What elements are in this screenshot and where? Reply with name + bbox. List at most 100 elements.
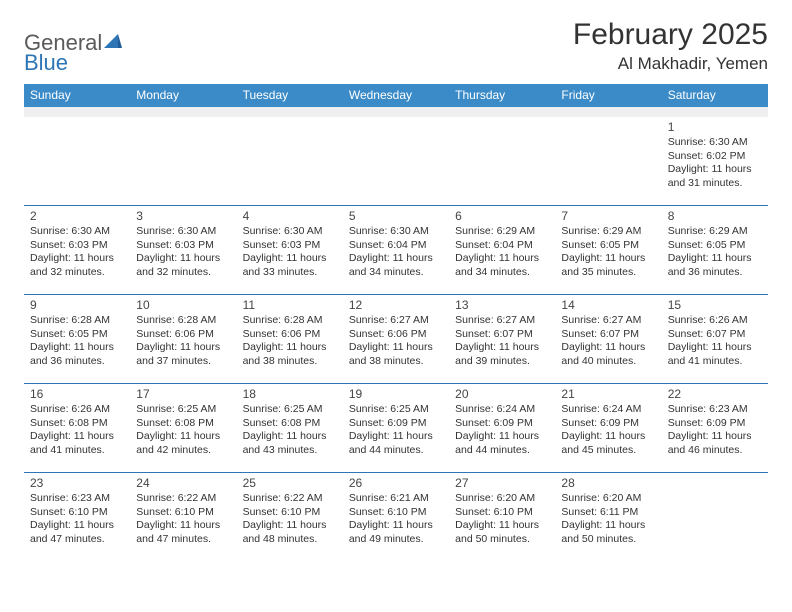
day-cell: 20Sunrise: 6:24 AMSunset: 6:09 PMDayligh… (449, 384, 555, 472)
daylight-line: Daylight: 11 hours (243, 341, 337, 354)
sunset-line: Sunset: 6:09 PM (668, 417, 762, 430)
day-cell: 23Sunrise: 6:23 AMSunset: 6:10 PMDayligh… (24, 473, 130, 561)
calendar-week: 23Sunrise: 6:23 AMSunset: 6:10 PMDayligh… (24, 472, 768, 561)
daylight-line: Daylight: 11 hours (349, 341, 443, 354)
daylight-line: Daylight: 11 hours (30, 341, 124, 354)
daylight-line: Daylight: 11 hours (561, 519, 655, 532)
sunset-line: Sunset: 6:08 PM (243, 417, 337, 430)
daylight-line: and 39 minutes. (455, 355, 549, 368)
day-cell: 24Sunrise: 6:22 AMSunset: 6:10 PMDayligh… (130, 473, 236, 561)
daylight-line: and 35 minutes. (561, 266, 655, 279)
day-cell: 14Sunrise: 6:27 AMSunset: 6:07 PMDayligh… (555, 295, 661, 383)
day-number: 22 (668, 387, 762, 402)
sunrise-line: Sunrise: 6:30 AM (243, 225, 337, 238)
day-header-thu: Thursday (449, 84, 555, 107)
sunrise-line: Sunrise: 6:28 AM (243, 314, 337, 327)
sunset-line: Sunset: 6:09 PM (455, 417, 549, 430)
calendar-week: 1Sunrise: 6:30 AMSunset: 6:02 PMDaylight… (24, 117, 768, 205)
sunset-line: Sunset: 6:09 PM (561, 417, 655, 430)
day-number: 19 (349, 387, 443, 402)
empty-cell (24, 117, 130, 205)
day-number: 7 (561, 209, 655, 224)
day-number: 1 (668, 120, 762, 135)
sunrise-line: Sunrise: 6:29 AM (455, 225, 549, 238)
sunset-line: Sunset: 6:03 PM (136, 239, 230, 252)
empty-cell (449, 117, 555, 205)
daylight-line: and 37 minutes. (136, 355, 230, 368)
day-cell: 19Sunrise: 6:25 AMSunset: 6:09 PMDayligh… (343, 384, 449, 472)
sunset-line: Sunset: 6:03 PM (243, 239, 337, 252)
daylight-line: and 49 minutes. (349, 533, 443, 546)
day-header-mon: Monday (130, 84, 236, 107)
day-number: 2 (30, 209, 124, 224)
day-header-tue: Tuesday (237, 84, 343, 107)
sunset-line: Sunset: 6:08 PM (30, 417, 124, 430)
logo-text-block: General Blue (24, 32, 123, 74)
sunrise-line: Sunrise: 6:25 AM (136, 403, 230, 416)
daylight-line: and 32 minutes. (136, 266, 230, 279)
sunset-line: Sunset: 6:02 PM (668, 150, 762, 163)
daylight-line: and 50 minutes. (455, 533, 549, 546)
day-cell: 10Sunrise: 6:28 AMSunset: 6:06 PMDayligh… (130, 295, 236, 383)
daylight-line: Daylight: 11 hours (30, 252, 124, 265)
sunrise-line: Sunrise: 6:26 AM (668, 314, 762, 327)
day-cell: 7Sunrise: 6:29 AMSunset: 6:05 PMDaylight… (555, 206, 661, 294)
weeks-container: 1 Sunrise: 6:30 AM Sunset: 6:02 PM Daylight… (24, 117, 768, 561)
sunrise-line: Sunrise: 6:24 AM (455, 403, 549, 416)
sunset-line: Sunset: 6:03 PM (30, 239, 124, 252)
daylight-line: and 38 minutes. (349, 355, 443, 368)
daylight-line: and 47 minutes. (136, 533, 230, 546)
sunrise-line: Sunrise: 6:28 AM (136, 314, 230, 327)
day-number: 4 (243, 209, 337, 224)
sunset-line: Sunset: 6:05 PM (30, 328, 124, 341)
calendar-week: 2Sunrise: 6:30 AMSunset: 6:03 PMDaylight… (24, 205, 768, 294)
daylight-line: and 44 minutes. (455, 444, 549, 457)
daylight-line: and 45 minutes. (561, 444, 655, 457)
sunrise-line: Sunrise: 6:27 AM (561, 314, 655, 327)
sunrise-line: Sunrise: 6:25 AM (243, 403, 337, 416)
daylight-line: Daylight: 11 hours (561, 430, 655, 443)
sunrise-line: Sunrise: 6:29 AM (561, 225, 655, 238)
daylight-line: Daylight: 11 hours (349, 519, 443, 532)
sunset-line: Sunset: 6:10 PM (136, 506, 230, 519)
month-title: February 2025 (573, 18, 768, 52)
daylight-line: Daylight: 11 hours (136, 430, 230, 443)
sunset-line: Sunset: 6:06 PM (349, 328, 443, 341)
daylight-line: and 41 minutes. (30, 444, 124, 457)
sunset-line: Sunset: 6:05 PM (668, 239, 762, 252)
daylight-line: and 33 minutes. (243, 266, 337, 279)
day-header-fri: Friday (555, 84, 661, 107)
daylight-line: Daylight: 11 hours (455, 519, 549, 532)
day-number: 12 (349, 298, 443, 313)
daylight-line: Daylight: 11 hours (243, 430, 337, 443)
day-cell: 12Sunrise: 6:27 AMSunset: 6:06 PMDayligh… (343, 295, 449, 383)
empty-cell (343, 117, 449, 205)
brand-logo: General Blue (24, 32, 123, 74)
day-cell: 4Sunrise: 6:30 AMSunset: 6:03 PMDaylight… (237, 206, 343, 294)
daylight-line: and 46 minutes. (668, 444, 762, 457)
sail-icon (104, 30, 122, 52)
daylight-line: Daylight: 11 hours (561, 341, 655, 354)
spacer-row (24, 107, 768, 117)
day-cell: 2Sunrise: 6:30 AMSunset: 6:03 PMDaylight… (24, 206, 130, 294)
daylight-line: Daylight: 11 hours (668, 341, 762, 354)
calendar-page: General Blue February 2025 Al Makhadir, … (0, 0, 792, 573)
day-number: 15 (668, 298, 762, 313)
day-cell: 25Sunrise: 6:22 AMSunset: 6:10 PMDayligh… (237, 473, 343, 561)
sunset-line: Sunset: 6:10 PM (455, 506, 549, 519)
day-cell: 13Sunrise: 6:27 AMSunset: 6:07 PMDayligh… (449, 295, 555, 383)
day-number: 11 (243, 298, 337, 313)
daylight-line: and 40 minutes. (561, 355, 655, 368)
daylight-line: and 36 minutes. (668, 266, 762, 279)
daylight-line: and 32 minutes. (30, 266, 124, 279)
day-number: 5 (349, 209, 443, 224)
sunset-line: Sunset: 6:04 PM (349, 239, 443, 252)
daylight-line: Daylight: 11 hours (136, 519, 230, 532)
day-number: 27 (455, 476, 549, 491)
calendar-grid: Sunday Monday Tuesday Wednesday Thursday… (24, 84, 768, 561)
sunrise-line: Sunrise: 6:22 AM (243, 492, 337, 505)
sunrise-line: Sunrise: 6:20 AM (561, 492, 655, 505)
empty-cell (237, 117, 343, 205)
daylight-line: Daylight: 11 hours (349, 252, 443, 265)
sunrise-line: Sunrise: 6:22 AM (136, 492, 230, 505)
